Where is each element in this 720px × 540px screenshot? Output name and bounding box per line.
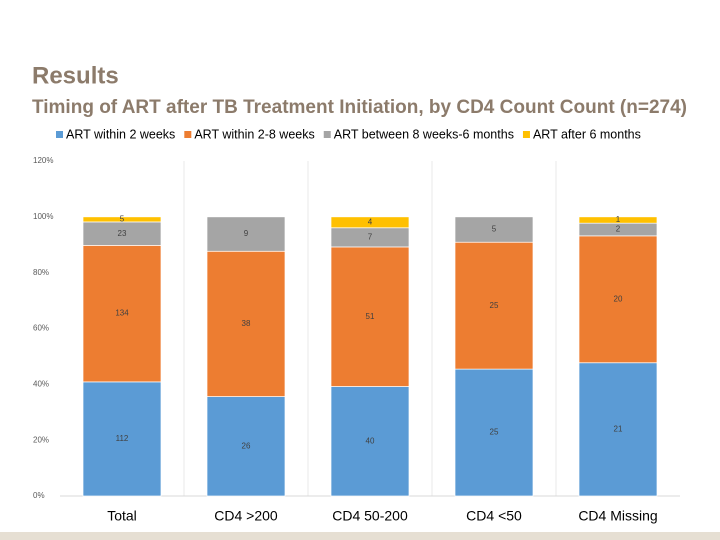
legend-swatch: [56, 131, 63, 138]
slide-heading: Results: [32, 62, 119, 89]
legend-swatch: [522, 131, 530, 138]
data-label: 25: [490, 428, 499, 437]
bar-segment: [206, 250, 286, 397]
data-label: 51: [366, 312, 375, 321]
data-label: 9: [244, 229, 249, 238]
bar-segment: [206, 396, 286, 497]
x-tick-label: CD4 Missing: [578, 508, 657, 524]
y-tick-label: 80%: [33, 268, 49, 277]
legend-label: ART after 6 months: [533, 127, 641, 141]
data-label: 5: [120, 214, 125, 223]
data-label: 7: [368, 232, 373, 241]
y-tick-label: 20%: [33, 435, 49, 444]
legend-label: ART within 2-8 weeks: [194, 127, 314, 141]
bar-segment: [330, 216, 410, 229]
legend-label: ART within 2 weeks: [66, 127, 175, 141]
bar-segment: [454, 241, 534, 370]
bar-segment: [330, 386, 410, 497]
bar-segment: [206, 216, 286, 252]
bar-segment: [82, 381, 162, 497]
data-label: 40: [366, 436, 375, 445]
data-label: 134: [115, 309, 129, 318]
legend-swatch: [323, 131, 331, 138]
bar-segment: [330, 246, 410, 387]
x-tick-label: CD4 <50: [466, 508, 522, 524]
y-tick-label: 60%: [33, 324, 49, 333]
data-label: 1: [616, 215, 621, 224]
x-tick-label: Total: [107, 508, 137, 524]
y-tick-label: 40%: [33, 379, 49, 388]
bar-segment: [578, 362, 658, 497]
data-label: 4: [368, 217, 373, 226]
y-tick-label: 0%: [33, 491, 45, 500]
data-label: 112: [116, 434, 129, 443]
data-label: 26: [242, 441, 251, 450]
legend-swatch: [184, 131, 192, 138]
x-tick-label: CD4 >200: [214, 508, 278, 524]
legend-label: ART between 8 weeks-6 months: [334, 127, 514, 141]
y-tick-label: 120%: [33, 156, 53, 165]
data-label: 25: [490, 301, 499, 310]
x-tick-label: CD4 50-200: [332, 508, 408, 524]
data-label: 21: [614, 424, 623, 433]
bar-segment: [578, 235, 658, 364]
data-label: 23: [118, 229, 127, 238]
bar-segment: [454, 368, 534, 497]
footer-band: [0, 532, 720, 540]
chart-title: Timing of ART after TB Treatment Initiat…: [32, 97, 687, 118]
data-label: 5: [492, 225, 497, 234]
bar-segment: [82, 245, 162, 383]
bar-segment: [578, 216, 658, 224]
data-label: 38: [242, 319, 251, 328]
bar-segment: [82, 216, 162, 223]
y-tick-label: 100%: [33, 212, 53, 221]
data-label: 2: [616, 225, 621, 234]
data-label: 20: [614, 294, 623, 303]
bar-segment: [454, 216, 534, 243]
